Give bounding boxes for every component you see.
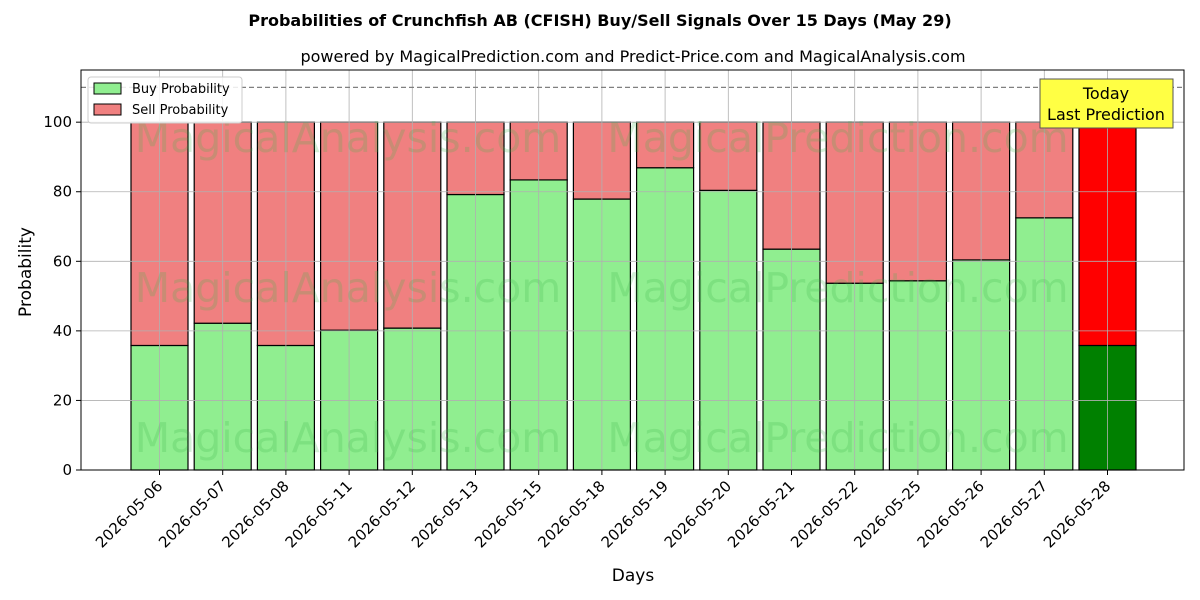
watermark-text: MagicalPrediction.com bbox=[607, 264, 1068, 312]
x-tick-label: 2026-05-06 bbox=[92, 477, 166, 551]
x-tick-label: 2026-05-19 bbox=[598, 477, 672, 551]
watermark-text: MagicalAnalysis.com bbox=[135, 414, 562, 462]
axes-frame bbox=[80, 69, 1185, 471]
legend-sell-swatch bbox=[93, 103, 122, 116]
x-axis-label: Days bbox=[612, 566, 655, 586]
legend-box bbox=[87, 76, 243, 124]
x-tick-label: 2026-05-07 bbox=[155, 477, 229, 551]
annotation-box bbox=[1039, 78, 1174, 129]
x-tick-label: 2026-05-21 bbox=[724, 477, 798, 551]
y-axis-label: Probability bbox=[16, 227, 36, 317]
y-tick-label: 100 bbox=[43, 113, 72, 131]
legend-sell-label: Sell Probability bbox=[132, 103, 229, 118]
x-tick-label: 2026-05-25 bbox=[850, 477, 924, 551]
annotation-line1: Today bbox=[1082, 84, 1129, 103]
x-tick-label: 2026-05-08 bbox=[218, 477, 292, 551]
x-tick-label: 2026-05-12 bbox=[345, 477, 419, 551]
x-tick-label: 2026-05-28 bbox=[1040, 477, 1114, 551]
legend-buy-swatch bbox=[93, 82, 122, 95]
y-tick-label: 80 bbox=[53, 183, 72, 201]
x-tick-label: 2026-05-26 bbox=[914, 477, 988, 551]
y-tick-label: 40 bbox=[53, 322, 72, 340]
legend: Buy Probability Sell Probability bbox=[87, 76, 243, 124]
x-tick-label: 2026-05-18 bbox=[534, 477, 608, 551]
watermark-text: MagicalAnalysis.com bbox=[135, 264, 562, 312]
y-tick-label: 20 bbox=[53, 391, 72, 409]
chart-title: Probabilities of Crunchfish AB (CFISH) B… bbox=[248, 11, 951, 30]
chart-subtitle: powered by MagicalPrediction.com and Pre… bbox=[300, 47, 965, 66]
annotation-line2: Last Prediction bbox=[1047, 105, 1165, 124]
x-tick-label: 2026-05-20 bbox=[661, 477, 735, 551]
y-tick-label: 60 bbox=[53, 252, 72, 270]
x-tick-label: 2026-05-11 bbox=[282, 477, 356, 551]
y-tick-label: 0 bbox=[62, 461, 72, 479]
x-tick-label: 2026-05-22 bbox=[787, 477, 861, 551]
x-tick-label: 2026-05-27 bbox=[977, 477, 1051, 551]
x-tick-label: 2026-05-15 bbox=[471, 477, 545, 551]
today-annotation: Today Last Prediction bbox=[1039, 78, 1174, 129]
watermark-text: MagicalPrediction.com bbox=[607, 414, 1068, 462]
plot-area: MagicalAnalysis.com MagicalPrediction.com… bbox=[43, 69, 1185, 551]
x-tick-label: 2026-05-13 bbox=[408, 477, 482, 551]
legend-buy-label: Buy Probability bbox=[132, 82, 230, 97]
watermark-text: MagicalPrediction.com bbox=[607, 114, 1068, 162]
